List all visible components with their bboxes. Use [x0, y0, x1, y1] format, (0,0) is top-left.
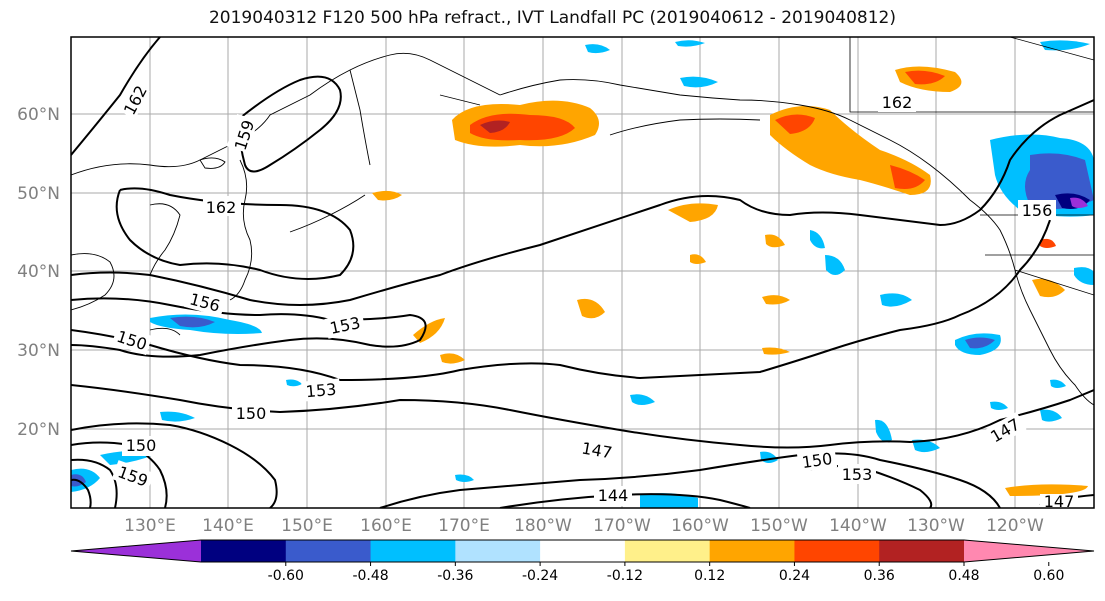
- colorbar-box: [794, 540, 880, 562]
- positive-patch: [470, 113, 575, 141]
- negative-patch: [1040, 40, 1090, 51]
- positive-patch: [1032, 278, 1065, 298]
- colorbar: [70, 539, 1095, 563]
- contour-label: 147: [1044, 492, 1075, 511]
- negative-patch: [675, 40, 705, 47]
- colorbar-tick-label: 0.48: [948, 568, 979, 584]
- colorbar-box: [285, 540, 372, 562]
- positive-patch: [1005, 484, 1088, 496]
- colorbar-box: [879, 540, 965, 562]
- latitude-labels: 60°N 50°N 40°N 30°N 20°N: [17, 105, 60, 440]
- lon-label: 140°W: [829, 516, 887, 536]
- negative-patch: [630, 394, 655, 405]
- positive-patch: [762, 347, 790, 355]
- graticule: [71, 37, 1094, 508]
- positive-patch: [765, 234, 785, 248]
- lon-label: 160°E: [360, 516, 412, 536]
- contour-labels: 162 159 162 162 156 150 153 153 150 150 …: [111, 80, 1078, 511]
- negative-patch: [825, 255, 845, 275]
- colorbar-outline: [70, 539, 1095, 563]
- contour-label: 144: [598, 486, 629, 505]
- negative-patch: [1074, 267, 1094, 285]
- positive-patch: [480, 120, 510, 133]
- colorbar-tick-label: -0.60: [268, 568, 304, 584]
- colorbar-extend-low: [71, 540, 201, 562]
- map-title: 2019040312 F120 500 hPa refract., IVT La…: [208, 8, 896, 28]
- positive-patch: [668, 203, 718, 222]
- negative-patch: [455, 474, 474, 482]
- contour-label: 153: [305, 380, 337, 402]
- lon-label: 170°E: [438, 516, 490, 536]
- map-frame: [70, 36, 1095, 509]
- positive-patch: [770, 106, 931, 195]
- colorbar-tick-label: 0.60: [1033, 568, 1064, 584]
- colorbar-tick-label: 0.36: [864, 568, 895, 584]
- lon-label: 170°W: [593, 516, 651, 536]
- positive-patch: [440, 353, 465, 364]
- colorbar-box: [455, 540, 541, 562]
- colorbar-tick-label: 0.12: [694, 568, 725, 584]
- positive-patch: [775, 114, 815, 134]
- positive-patch: [577, 298, 605, 319]
- colorbar-tick-label: -0.12: [607, 568, 643, 584]
- positive-patch: [762, 295, 790, 305]
- lon-label: 180°W: [514, 516, 572, 536]
- lon-label: 130°W: [907, 516, 965, 536]
- lat-label: 40°N: [17, 262, 60, 282]
- negative-patch: [912, 439, 940, 453]
- contour-label: 153: [842, 465, 873, 484]
- contour-label: 162: [206, 198, 237, 217]
- colorbar-box: [540, 540, 626, 562]
- lon-label: 150°E: [281, 516, 333, 536]
- contour-label: 162: [882, 93, 913, 112]
- positive-patch: [690, 254, 706, 264]
- negative-patch: [1040, 409, 1062, 422]
- contour-label: 150: [126, 436, 157, 455]
- negative-patch: [680, 76, 718, 88]
- colorbar-tick-label: -0.48: [352, 568, 388, 584]
- negative-patch: [640, 493, 698, 508]
- negative-patch: [990, 401, 1008, 410]
- contour-label: 156: [1022, 201, 1053, 220]
- negative-patch: [880, 293, 912, 307]
- positive-patch: [905, 70, 945, 85]
- negative-patch: [1050, 379, 1066, 388]
- negative-patch: [585, 44, 610, 54]
- lat-label: 30°N: [17, 341, 60, 361]
- coastlines: [71, 52, 1094, 406]
- positive-patch: [372, 190, 402, 201]
- lon-label: 160°W: [671, 516, 729, 536]
- contour-label: 150: [236, 404, 267, 423]
- negative-patch: [160, 411, 195, 422]
- colorbar-extend-high: [964, 540, 1094, 562]
- negative-patch: [810, 230, 825, 249]
- colorbar-tick-label: 0.24: [779, 568, 810, 584]
- lat-label: 50°N: [17, 184, 60, 204]
- positive-patch: [890, 165, 925, 189]
- colorbar-box: [370, 540, 456, 562]
- negative-patch: [1070, 197, 1088, 208]
- colorbar-tick-label: -0.24: [522, 568, 558, 584]
- negative-patch: [965, 337, 995, 349]
- lon-label: 130°E: [124, 516, 176, 536]
- colorbar-box: [201, 540, 287, 562]
- longitude-labels: 130°E 140°E 150°E 160°E 170°E 180°W 170°…: [124, 516, 1044, 536]
- lon-label: 120°W: [986, 516, 1044, 536]
- positive-patch: [1040, 238, 1056, 248]
- negative-patch: [286, 379, 302, 387]
- negative-patch: [71, 468, 100, 492]
- contour-label: 150: [801, 449, 834, 472]
- lat-label: 60°N: [17, 105, 60, 125]
- negative-patch: [170, 316, 215, 328]
- shaded-fields: [71, 40, 1094, 508]
- lat-label: 20°N: [17, 420, 60, 440]
- negative-patch: [875, 419, 892, 442]
- lon-label: 150°W: [750, 516, 808, 536]
- colorbar-tick-label: -0.36: [437, 568, 473, 584]
- lon-label: 140°E: [202, 516, 254, 536]
- colorbar-box: [624, 540, 711, 562]
- colorbar-ticks: -0.60 -0.48 -0.36 -0.24 -0.12 0.12 0.24 0.36 0.4…: [268, 562, 1064, 584]
- colorbar-box: [709, 540, 795, 562]
